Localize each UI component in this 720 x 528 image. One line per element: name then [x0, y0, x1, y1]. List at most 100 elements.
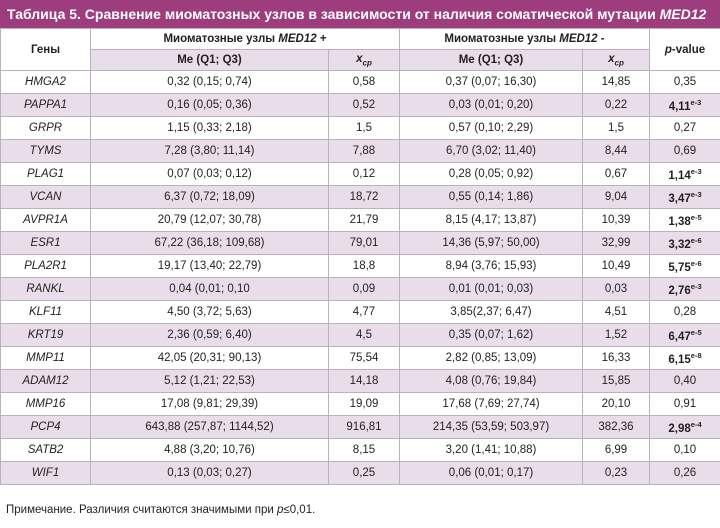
table-row: WIF1 0,13 (0,03; 0,27) 0,25 0,06 (0,01; 0,1…: [0, 461, 720, 485]
cell-neg-me: 0,35 (0,07; 1,62): [399, 323, 583, 347]
cell-neg-me: 0,57 (0,10; 2,29): [399, 116, 583, 140]
cell-neg-x: 0,23: [581, 461, 651, 485]
table-row: PAPPA1 0,16 (0,05; 0,36) 0,52 0,03 (0,01; 0…: [0, 93, 720, 117]
cell-p-value: 4,11e-3: [649, 93, 720, 117]
cell-pos-me: 0,07 (0,03; 0,12): [90, 162, 329, 186]
p-value-mantissa: 2,76: [668, 284, 691, 297]
cell-neg-x: 15,85: [581, 369, 651, 393]
cell-neg-x: 1,52: [581, 323, 651, 347]
cell-pos-me: 0,32 (0,15; 0,74): [90, 70, 329, 94]
table-title-text: Таблица 5. Сравнение миоматозных узлов в…: [7, 6, 660, 22]
cell-gene: KRT19: [0, 323, 91, 347]
table-row: ESR1 67,22 (36,18; 109,68) 79,01 14,36 (5,9…: [0, 231, 720, 255]
cell-p-value: 0,69: [649, 139, 720, 163]
cell-neg-x: 0,67: [581, 162, 651, 186]
header-pos-x: xср: [328, 49, 400, 71]
cell-p-value: 1,14e-3: [649, 162, 720, 186]
p-value-mantissa: 3,32: [668, 238, 691, 251]
cell-p-value: 1,38e-5: [649, 208, 720, 232]
table-row: PLAG1 0,07 (0,03; 0,12) 0,12 0,28 (0,05; 0,…: [0, 162, 720, 186]
p-value-mantissa: 0,27: [673, 122, 697, 134]
cell-pos-x: 7,88: [328, 139, 400, 163]
cell-p-value: 0,26: [649, 461, 720, 485]
p-value-exponent: e-5: [690, 327, 702, 337]
cell-gene: TYMS: [0, 139, 91, 163]
cell-pos-me: 0,04 (0,01; 0,10: [90, 277, 329, 301]
cell-neg-me: 0,55 (0,14; 1,86): [399, 185, 583, 209]
cell-p-value: 2,98e-4: [649, 415, 720, 439]
header-neg-x: xср: [581, 49, 651, 71]
cell-pos-me: 5,12 (1,21; 22,53): [90, 369, 329, 393]
cell-pos-x: 79,01: [328, 231, 400, 255]
p-value-mantissa: 2,98: [668, 422, 691, 435]
cell-neg-x: 6,99: [581, 438, 651, 462]
cell-p-value: 0,91: [649, 392, 720, 416]
header-row-stats: Me (Q1; Q3) xср Me (Q1; Q3) xср: [1, 49, 720, 71]
cell-pos-me: 2,36 (0,59; 6,40): [90, 323, 329, 347]
p-value-mantissa: 1,14: [668, 169, 691, 182]
note-prefix: Примечание. Различия считаются значимыми…: [6, 504, 277, 516]
table-note: Примечание. Различия считаются значимыми…: [6, 504, 315, 516]
cell-neg-x: 8,44: [581, 139, 651, 163]
cell-neg-x: 20,10: [581, 392, 651, 416]
cell-pos-me: 1,15 (0,33; 2,18): [90, 116, 329, 140]
cell-gene: AVPR1A: [0, 208, 91, 232]
cell-p-value: 6,15e-8: [649, 346, 720, 370]
cell-neg-me: 2,82 (0,85; 13,09): [399, 346, 583, 370]
table-row: GRPR 1,15 (0,33; 2,18) 1,5 0,57 (0,10; 2,29…: [0, 116, 720, 140]
header-group-neg-prefix: Миоматозные узлы: [444, 33, 560, 45]
header-group-pos-suffix: +: [316, 33, 327, 45]
table-row: AVPR1A 20,79 (12,07; 30,78) 21,79 8,15 (4,1…: [0, 208, 720, 232]
table-row: RANKL 0,04 (0,01; 0,10 0,09 0,01 (0,01; 0,0…: [0, 277, 720, 301]
cell-pos-me: 4,50 (3,72; 5,63): [90, 300, 329, 324]
cell-pos-x: 21,79: [328, 208, 400, 232]
p-value-mantissa: 0,69: [673, 145, 697, 157]
p-value-exponent: e-3: [690, 189, 702, 199]
cell-gene: KLF11: [0, 300, 91, 324]
cell-pos-x: 4,77: [328, 300, 400, 324]
header-pos-me: Me (Q1; Q3): [90, 49, 329, 71]
cell-pos-x: 4,5: [328, 323, 400, 347]
cell-neg-me: 0,06 (0,01; 0,17): [399, 461, 583, 485]
cell-p-value: 0,27: [649, 116, 720, 140]
comparison-table: Гены Миоматозные узлы MED12 + Миоматозны…: [0, 28, 720, 485]
cell-neg-me: 17,68 (7,69; 27,74): [399, 392, 583, 416]
p-value-exponent: e-3: [690, 97, 702, 107]
cell-gene: HMGA2: [0, 70, 91, 94]
cell-gene: GRPR: [0, 116, 91, 140]
cell-neg-x: 14,85: [581, 70, 651, 94]
cell-pos-me: 42,05 (20,31; 90,13): [90, 346, 329, 370]
p-value-mantissa: 4,11: [668, 100, 691, 113]
p-value-exponent: e-6: [690, 235, 702, 245]
cell-neg-x: 16,33: [581, 346, 651, 370]
cell-pos-me: 7,28 (3,80; 11,14): [90, 139, 329, 163]
p-value-exponent: e-3: [690, 166, 702, 176]
table-row: VCAN 6,37 (0,72; 18,09) 18,72 0,55 (0,14; 1…: [0, 185, 720, 209]
cell-p-value: 2,76e-3: [649, 277, 720, 301]
cell-neg-me: 4,08 (0,76; 19,84): [399, 369, 583, 393]
cell-pos-x: 0,12: [328, 162, 400, 186]
cell-pos-me: 17,08 (9,81; 29,39): [90, 392, 329, 416]
cell-neg-me: 8,15 (4,17; 13,87): [399, 208, 583, 232]
cell-pos-me: 4,88 (3,20; 10,76): [90, 438, 329, 462]
header-pos-x-sub: ср: [362, 58, 372, 68]
cell-pos-x: 75,54: [328, 346, 400, 370]
p-value-exponent: e-4: [690, 419, 702, 429]
p-value-mantissa: 0,10: [673, 444, 697, 456]
cell-gene: MMP11: [0, 346, 91, 370]
header-group-neg-suffix: -: [597, 33, 605, 45]
table-row: KRT19 2,36 (0,59; 6,40) 4,5 0,35 (0,07; 1,6…: [0, 323, 720, 347]
cell-pos-x: 18,8: [328, 254, 400, 278]
cell-pos-x: 0,09: [328, 277, 400, 301]
p-value-mantissa: 6,15: [668, 353, 691, 366]
cell-neg-me: 0,03 (0,01; 0,20): [399, 93, 583, 117]
cell-p-value: 6,47e-5: [649, 323, 720, 347]
cell-neg-me: 14,36 (5,97; 50,00): [399, 231, 583, 255]
cell-neg-x: 10,39: [581, 208, 651, 232]
cell-gene: PCP4: [0, 415, 91, 439]
cell-neg-x: 382,36: [581, 415, 651, 439]
cell-neg-me: 0,01 (0,01; 0,03): [399, 277, 583, 301]
cell-gene: SATB2: [0, 438, 91, 462]
cell-gene: RANKL: [0, 277, 91, 301]
header-group-med12-negative: Миоматозные узлы MED12 -: [398, 28, 651, 50]
